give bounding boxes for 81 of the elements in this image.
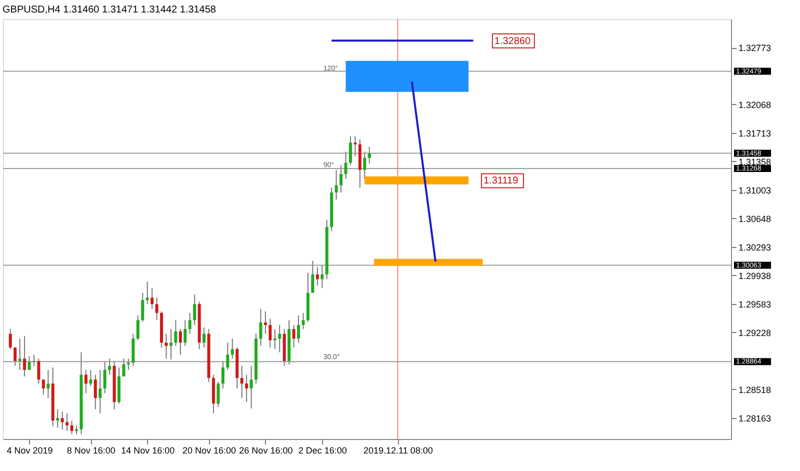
y-tick-label: 1.29228 xyxy=(738,328,772,338)
y-tick-label: 1.30293 xyxy=(738,242,772,252)
y-tick-label: 1.29938 xyxy=(738,270,772,281)
candlestick xyxy=(66,412,69,432)
candlestick xyxy=(98,369,102,414)
candlestick xyxy=(70,420,74,435)
y-tick-label: 1.32068 xyxy=(738,100,772,110)
x-tick-label: 26 Nov 16:00 xyxy=(239,446,293,456)
candlestick xyxy=(278,324,282,353)
candlestick xyxy=(273,328,276,350)
candlestick xyxy=(268,318,272,348)
candlestick xyxy=(363,151,366,180)
x-tick-label: 2019.12.11 08:00 xyxy=(364,446,433,456)
candlestick xyxy=(340,164,343,193)
candlestick xyxy=(155,297,158,321)
y-tick-label: 1.28163 xyxy=(738,413,772,424)
candlestick xyxy=(264,310,267,334)
candlestick xyxy=(23,336,26,377)
candlestick xyxy=(250,365,253,409)
x-tick-label: 14 Nov 16:00 xyxy=(121,446,175,456)
candlestick xyxy=(122,358,126,377)
candlestick xyxy=(169,328,172,360)
candlestick xyxy=(240,365,244,399)
candlestick xyxy=(146,281,149,305)
candlestick xyxy=(259,308,262,346)
x-tick-label: 4 Nov 2019 xyxy=(6,446,53,456)
y-tick-label: 1.29583 xyxy=(738,299,772,310)
candlestick xyxy=(311,260,314,294)
candlestick xyxy=(28,356,31,370)
candlestick xyxy=(320,265,324,289)
candlestick xyxy=(193,294,196,326)
y-tick-label: 1.28518 xyxy=(738,384,772,395)
y-tick-label: 1.31003 xyxy=(738,185,772,196)
candlestick xyxy=(94,374,97,410)
y-tick-label: 1.30648 xyxy=(738,214,772,224)
candlestick xyxy=(216,381,220,408)
candlestick xyxy=(297,314,300,344)
candlestick xyxy=(141,292,144,322)
x-tick-label: 20 Nov 16:00 xyxy=(182,446,236,456)
y-tick-label: 1.31358 xyxy=(738,156,772,167)
candlestick xyxy=(184,320,187,346)
candlestick xyxy=(230,338,234,360)
candlestick xyxy=(136,314,140,341)
candlestick xyxy=(46,369,50,399)
candlestick xyxy=(316,266,319,286)
chart-title: GBPUSD,H4 1.31460 1.31471 1.31442 1.31458 xyxy=(2,4,216,16)
candlestick xyxy=(178,328,182,356)
candlestick xyxy=(202,326,206,348)
candlestick xyxy=(334,169,338,200)
candlestick xyxy=(354,136,357,157)
y-tick-label: 1.32773 xyxy=(738,43,772,54)
annotation: 1.32860 xyxy=(494,36,531,47)
candlestick xyxy=(164,333,168,360)
candlestick xyxy=(8,328,12,350)
candlestick xyxy=(84,369,88,394)
candlestick xyxy=(221,360,224,389)
candlestick xyxy=(174,320,178,346)
candlestick xyxy=(108,358,112,376)
x-tick-label: 8 Nov 16:00 xyxy=(66,446,116,456)
candlestick xyxy=(103,360,106,394)
candlestick xyxy=(226,342,230,370)
candlestick xyxy=(89,369,92,386)
candlestick xyxy=(292,324,296,348)
candlestick xyxy=(18,338,22,370)
candlestick xyxy=(188,312,192,334)
annotation: 1.31119 xyxy=(483,176,519,187)
candlestick xyxy=(14,346,17,366)
candlestick xyxy=(56,408,60,428)
candlestick xyxy=(302,312,305,330)
candlestick xyxy=(32,354,36,366)
candlestick xyxy=(245,374,248,403)
x-tick-label: 2 Dec 16:00 xyxy=(298,446,347,456)
candlestick xyxy=(126,358,130,370)
candlestick xyxy=(42,379,45,396)
candlestick xyxy=(150,288,154,310)
candlestick xyxy=(60,411,64,430)
candlestick xyxy=(37,358,40,384)
candlestick xyxy=(348,136,352,166)
candlestick xyxy=(344,151,348,180)
y-tick-label: 1.31713 xyxy=(738,128,772,138)
candlestick xyxy=(368,146,371,164)
